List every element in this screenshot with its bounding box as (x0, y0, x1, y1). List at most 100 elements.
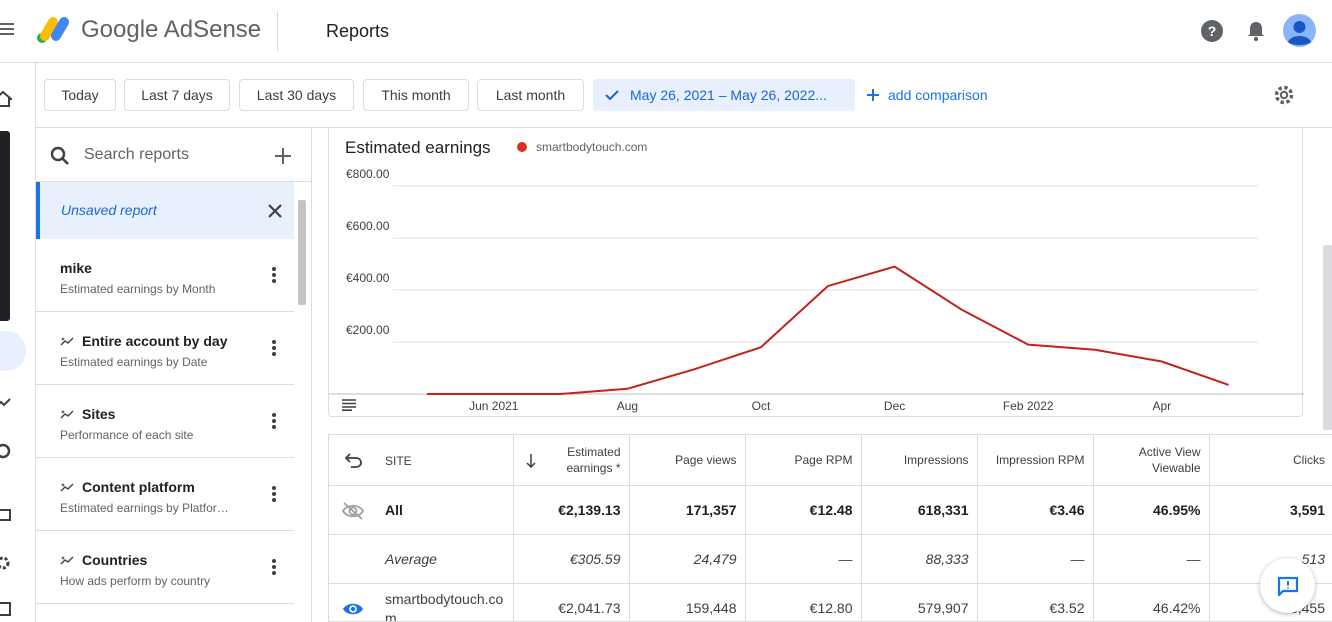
more-vert-icon[interactable] (270, 413, 278, 431)
chip-today[interactable]: Today (44, 79, 116, 111)
report-title-text: Countries (82, 552, 148, 568)
trending-sparkle-icon (60, 483, 74, 492)
column-header-page-views[interactable]: Page views (629, 435, 746, 486)
report-list-item[interactable]: Sites Performance of each site (36, 385, 294, 458)
report-title: mike (60, 260, 92, 276)
unsaved-report-item[interactable]: Unsaved report (36, 182, 294, 239)
column-header-clicks[interactable]: Clicks (1209, 435, 1332, 486)
table-row[interactable]: Average €305.59 24,479—88,333— —513 (329, 534, 1332, 584)
table-cell: 3,591 (1209, 485, 1332, 535)
report-subtitle: Estimated earnings by Month (60, 282, 216, 296)
report-title: Sites (60, 406, 115, 422)
feedback-icon[interactable] (0, 601, 12, 617)
earnings-line-chart: €200.00 €400.00 €600.00 €800.00 Jun 2021 Aug O… (329, 167, 1304, 413)
close-icon[interactable] (267, 203, 283, 219)
report-subtitle: Performance of each site (60, 428, 194, 442)
column-header-impressions[interactable]: Impressions (861, 435, 978, 486)
visibility-off-icon[interactable] (341, 501, 365, 521)
column-header-impression-rpm[interactable]: Impression RPM (977, 435, 1094, 486)
chip-last-30-days[interactable]: Last 30 days (239, 79, 354, 111)
report-list-item[interactable]: Entire account by day Estimated earnings … (36, 312, 294, 385)
account-avatar[interactable] (1283, 14, 1316, 47)
site-header-label: SITE (385, 454, 412, 468)
add-comparison-label: add comparison (888, 87, 988, 103)
table-cell: 24,479 (629, 534, 746, 584)
table-cell: 579,907 (861, 583, 978, 621)
brand-name: Google AdSense (81, 16, 262, 43)
estimated-earnings-header-label: Estimated earnings * (566, 444, 621, 475)
column-header-active-view-viewable[interactable]: Active View Viewable (1093, 435, 1210, 486)
selected-range-label: May 26, 2021 – May 26, 2022... (630, 87, 827, 103)
adsense-logo-icon (37, 17, 69, 43)
nav-item-reports-active[interactable] (0, 331, 26, 371)
table-cell: €3.46 (977, 485, 1094, 535)
chip-last-7-days[interactable]: Last 7 days (124, 79, 230, 111)
unsaved-report-label: Unsaved report (61, 202, 157, 218)
main-scrollbar[interactable] (1323, 245, 1332, 430)
table-row[interactable]: All €2,139.13 171,357 €12.48 618,331 €3.46 46.… (329, 485, 1332, 535)
trending-sparkle-icon (60, 337, 74, 346)
y-tick-label: €200.00 (346, 323, 390, 337)
column-header-page-rpm[interactable]: Page RPM (745, 435, 862, 486)
report-list-item[interactable]: Content platform Estimated earnings by Pl… (36, 458, 294, 531)
chart-menu-icon[interactable] (342, 399, 356, 411)
row-label: Average (385, 550, 437, 567)
row-label-cell: All (329, 485, 514, 535)
undo-icon[interactable] (345, 452, 363, 468)
y-tick-label: €400.00 (346, 271, 390, 285)
chip-this-month[interactable]: This month (363, 79, 469, 111)
trending-sparkle-icon (60, 410, 74, 419)
x-tick-label: Dec (884, 399, 905, 413)
help-icon[interactable]: ? (1200, 19, 1224, 43)
report-list-item[interactable]: mike Estimated earnings by Month (36, 239, 294, 312)
series-line[interactable] (427, 265, 1229, 395)
chart-legend: smartbodytouch.com (517, 140, 647, 154)
trending-icon[interactable] (0, 395, 12, 411)
divider (277, 11, 278, 51)
report-list-item[interactable]: Countries How ads perform by country (36, 531, 294, 604)
table-cell: €2,139.13 (513, 485, 630, 535)
feedback-chat-button[interactable] (1260, 558, 1315, 613)
chip-custom-range[interactable]: May 26, 2021 – May 26, 2022... (593, 79, 855, 111)
settings-icon[interactable] (0, 555, 12, 571)
table-row[interactable]: smartbodytouch.com €2,041.73 159,448 €12.80… (329, 583, 1332, 621)
policy-icon[interactable] (0, 443, 12, 459)
x-tick-label: Oct (752, 399, 771, 413)
gear-icon[interactable] (1272, 83, 1296, 107)
search-input[interactable] (84, 144, 264, 166)
table-cell: €12.80 (745, 583, 862, 621)
report-subtitle: How ads perform by country (60, 574, 211, 588)
more-vert-icon[interactable] (270, 340, 278, 358)
row-label: All (385, 501, 403, 518)
add-comparison-button[interactable]: add comparison (866, 87, 988, 103)
add-report-icon[interactable] (274, 147, 292, 165)
home-icon[interactable] (0, 91, 12, 107)
search-row (36, 128, 311, 182)
report-title: Countries (60, 552, 147, 568)
chip-last-month[interactable]: Last month (477, 79, 584, 111)
menu-icon[interactable] (0, 20, 16, 42)
table-cell: — (745, 534, 862, 584)
row-label-cell: smartbodytouch.com (329, 583, 514, 621)
visibility-icon[interactable] (341, 600, 365, 618)
y-tick-label: €600.00 (346, 219, 390, 233)
column-header-estimated-earnings[interactable]: Estimated earnings * (513, 435, 630, 486)
y-tick-label: €800.00 (346, 167, 390, 181)
svg-text:?: ? (1208, 23, 1217, 39)
panel-scrollbar[interactable] (298, 200, 306, 305)
table-cell: 618,331 (861, 485, 978, 535)
chart-title: Estimated earnings (345, 138, 491, 157)
table-cell: 46.95% (1093, 485, 1210, 535)
column-header-site[interactable]: SITE (329, 435, 514, 486)
bell-icon[interactable] (1246, 20, 1266, 42)
page-title: Reports (326, 21, 390, 41)
payments-icon[interactable] (0, 507, 12, 523)
earnings-chart-card: €200.00 €400.00 €600.00 €800.00 Jun 2021 Aug O… (328, 128, 1304, 417)
table-cell: 159,448 (629, 583, 746, 621)
more-vert-icon[interactable] (270, 267, 278, 285)
collapsed-nav-strip (0, 131, 10, 321)
report-title-text: Content platform (82, 479, 195, 495)
more-vert-icon[interactable] (270, 559, 278, 577)
report-title-text: Sites (82, 406, 116, 422)
more-vert-icon[interactable] (270, 486, 278, 504)
